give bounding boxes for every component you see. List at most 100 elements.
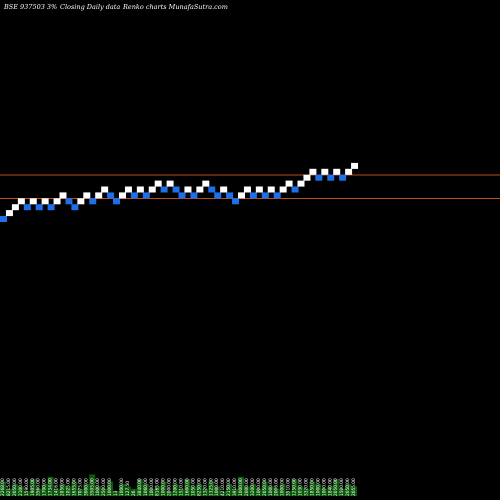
volume-label: 1200.00 bbox=[173, 478, 179, 496]
volume-bar bbox=[77, 488, 84, 496]
renko-brick bbox=[238, 192, 245, 199]
renko-brick bbox=[339, 174, 347, 181]
volume-bar bbox=[196, 484, 203, 496]
renko-brick bbox=[333, 168, 341, 175]
renko-brick bbox=[345, 168, 353, 175]
volume-label: 1000.00 bbox=[256, 478, 262, 496]
volume-label: 1000.00 bbox=[119, 478, 125, 496]
chart-subtitle: Closing Daily data bbox=[60, 3, 120, 11]
renko-brick bbox=[166, 180, 174, 187]
renko-brick bbox=[83, 192, 91, 199]
renko-brick bbox=[142, 192, 150, 199]
renko-brick bbox=[95, 192, 103, 199]
volume-bar bbox=[249, 484, 256, 496]
volume-label: 1050.00 bbox=[190, 478, 196, 496]
renko-brick bbox=[77, 198, 85, 205]
volume-bar bbox=[83, 484, 90, 496]
renko-brick bbox=[124, 186, 132, 193]
volume-label: 3910.00 bbox=[232, 478, 238, 496]
renko-brick bbox=[47, 204, 55, 211]
volume-bar bbox=[184, 479, 191, 496]
renko-brick bbox=[130, 192, 138, 199]
chart-header: BSE 937503 3% Closing Daily data Renko c… bbox=[3, 3, 228, 11]
volume-bar bbox=[351, 486, 357, 496]
renko-brick bbox=[107, 192, 115, 199]
renko-brick bbox=[23, 204, 31, 211]
renko-brick bbox=[273, 192, 281, 199]
volume-bar bbox=[23, 491, 30, 496]
volume-label: 26 bbox=[131, 490, 137, 496]
volume-label: 2000.00 bbox=[244, 478, 250, 496]
renko-brick bbox=[148, 186, 156, 193]
volume-label: 1600.00 bbox=[184, 478, 190, 496]
volume-label: 8250.00 bbox=[196, 478, 202, 496]
volume-bar bbox=[297, 486, 304, 496]
volume-bar bbox=[136, 479, 143, 496]
volume-bar bbox=[267, 486, 274, 496]
volume-bar bbox=[333, 479, 340, 496]
renko-brick bbox=[0, 216, 7, 222]
volume-label: 1905.00 bbox=[30, 478, 36, 496]
volume-bar bbox=[142, 484, 149, 496]
volume-label: 1000.00 bbox=[95, 478, 101, 496]
volume-bar bbox=[71, 481, 78, 496]
renko-brick bbox=[309, 168, 317, 175]
volume-bar bbox=[17, 486, 24, 496]
renko-brick bbox=[279, 186, 287, 193]
volume-bar bbox=[238, 476, 244, 496]
volume-label: 13 bbox=[113, 490, 119, 496]
volume-bar bbox=[178, 488, 185, 496]
renko-brick bbox=[154, 180, 162, 187]
volume-bar bbox=[119, 484, 125, 496]
volume-bar bbox=[95, 486, 102, 496]
volume-bar bbox=[65, 486, 72, 496]
volume-bar bbox=[315, 484, 322, 496]
volume-bar bbox=[5, 488, 12, 496]
volume-bar bbox=[41, 484, 48, 496]
volume-label: 2055.00 bbox=[351, 478, 357, 496]
volume-bar bbox=[59, 484, 66, 496]
renko-brick bbox=[89, 198, 97, 205]
renko-brick bbox=[261, 192, 269, 199]
volume-label: 1000.00 bbox=[149, 478, 155, 496]
volume-label: 1416.00 bbox=[54, 478, 60, 496]
renko-brick bbox=[291, 186, 299, 193]
volume-label: 2006.00 bbox=[274, 478, 280, 496]
volume-bar bbox=[53, 488, 60, 496]
renko-brick bbox=[59, 192, 67, 199]
renko-brick bbox=[267, 186, 275, 193]
volume-label: 2050.00 bbox=[262, 478, 268, 496]
volume-label: 1734.00 bbox=[48, 478, 54, 496]
renko-brick bbox=[249, 192, 257, 199]
volume-label: 2268.00 bbox=[0, 478, 6, 496]
renko-brick bbox=[119, 192, 126, 199]
volume-label: 1590.00 bbox=[24, 478, 30, 496]
renko-brick bbox=[71, 204, 79, 211]
renko-brick bbox=[113, 198, 121, 205]
volume-bar bbox=[172, 484, 179, 496]
volume-label: 1000.00 bbox=[321, 478, 327, 496]
renko-brick bbox=[232, 198, 240, 205]
renko-brick bbox=[65, 198, 73, 205]
volume-label: 1000.00 bbox=[268, 478, 274, 496]
renko-brick bbox=[255, 186, 263, 193]
volume-bar bbox=[148, 488, 155, 496]
volume-label: 2000.00 bbox=[167, 478, 173, 496]
renko-bricks bbox=[0, 162, 359, 222]
volume-label: 2050.00 bbox=[12, 478, 18, 496]
volume-bar bbox=[166, 491, 173, 496]
renko-brick bbox=[297, 180, 305, 187]
volume-label: 8165.00 bbox=[155, 478, 161, 496]
volume-bar bbox=[291, 479, 298, 496]
volume-label: 1060.00 bbox=[143, 478, 149, 496]
volume-bar bbox=[303, 488, 310, 496]
volume-label: 1325.00 bbox=[208, 478, 214, 496]
renko-brick bbox=[243, 186, 251, 193]
volume-bar bbox=[47, 476, 54, 496]
volume-bar bbox=[339, 488, 346, 496]
volume-label: 2050.00 bbox=[345, 478, 351, 496]
volume-label: 3320.00 bbox=[303, 478, 309, 496]
volume-label: 3510.00 bbox=[286, 478, 292, 496]
volume-label: 4210.00 bbox=[220, 478, 226, 496]
